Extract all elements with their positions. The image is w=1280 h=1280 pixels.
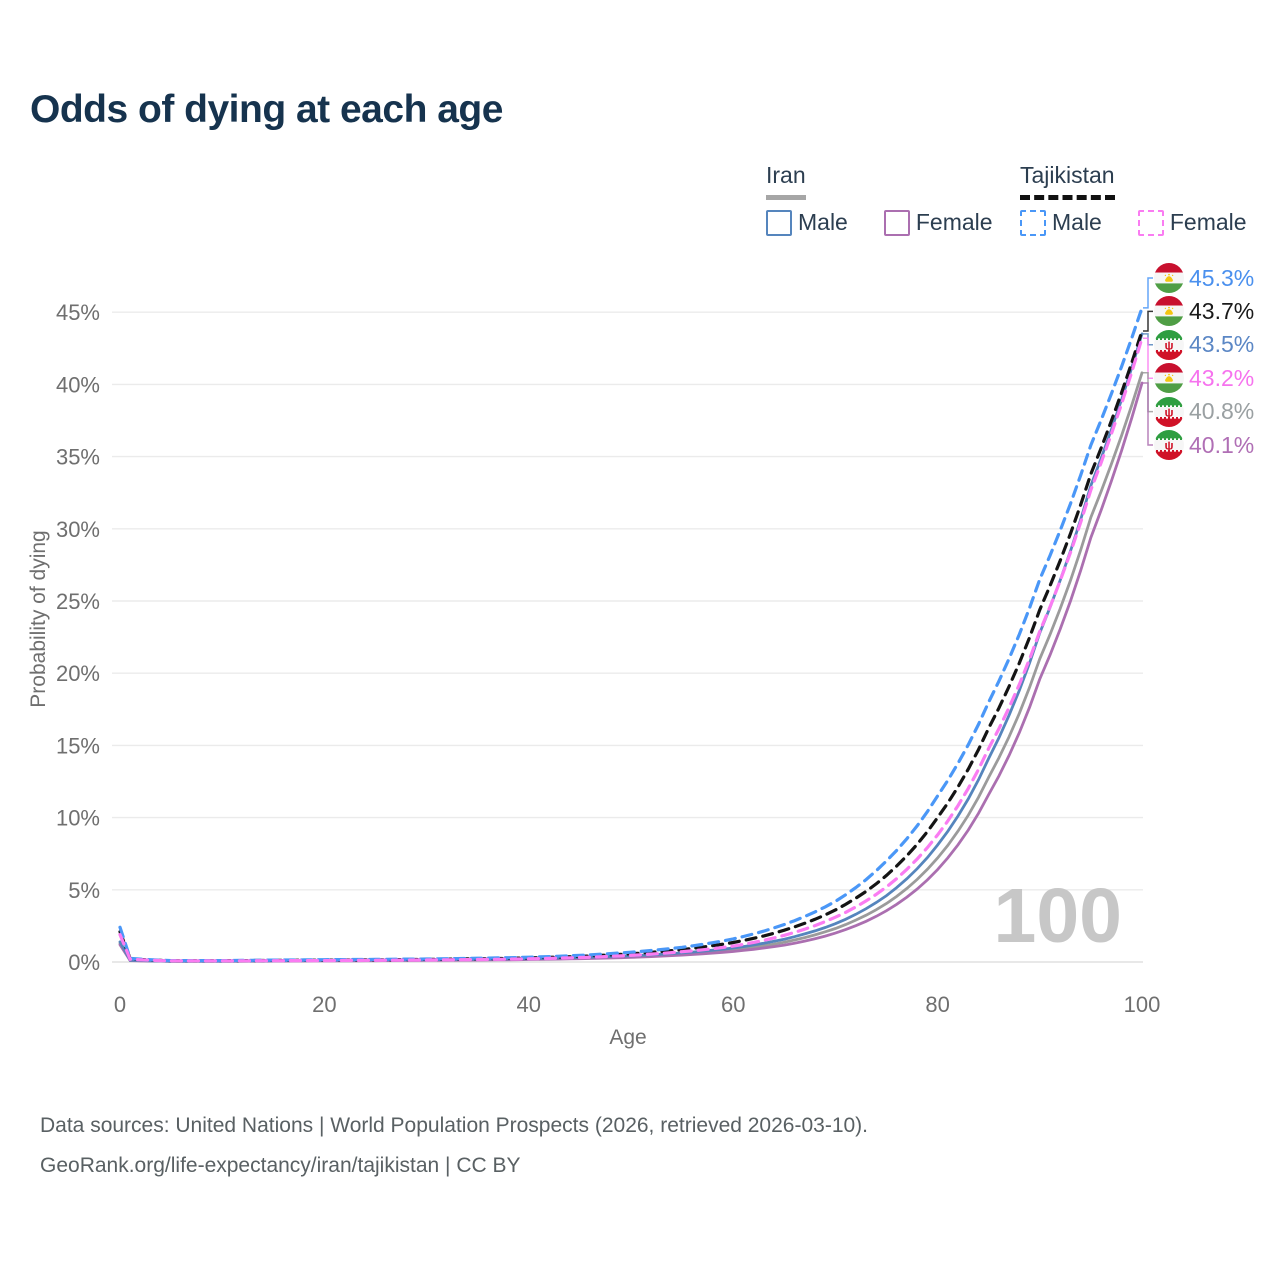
y-tick-label: 45% [56,300,100,325]
y-tick-label: 15% [56,733,100,758]
x-tick-label: 80 [925,992,949,1017]
end-label-value: 43.7% [1189,297,1255,324]
flag-tajikistan-icon [1154,296,1184,327]
flag-iran-icon: ψ [1154,396,1184,427]
svg-text:ψ: ψ [1164,405,1173,419]
y-tick-label: 20% [56,661,100,686]
end-label-tajikistan-female: 43.2% [1154,363,1255,394]
legend-item-label: Female [1169,209,1247,235]
y-tick-label: 30% [56,517,100,542]
legend-item-iran-female[interactable]: Female [883,209,993,236]
end-label-connector [1143,310,1153,332]
tajikistan-male-swatch-icon [1020,209,1046,236]
series-line-iran-male [118,332,1144,963]
end-label-tajikistan-both: 43.7% [1154,296,1255,327]
x-tick-label: 60 [721,992,745,1017]
legend-item-tajikistan-female[interactable]: Female [1137,209,1247,236]
series-line-tajikistan-both [118,329,1144,963]
x-tick-label: 40 [517,992,541,1017]
legend-group-title: Iran [766,162,806,200]
age-counter-watermark: 100 [993,873,1122,959]
series-line-tajikistan-male [118,306,1144,963]
svg-text:ψ: ψ [1164,338,1173,352]
legend-group-tajikistan: Tajikistan Male Female [1020,162,1247,236]
end-label-value: 40.8% [1189,398,1255,425]
x-tick-label: 0 [114,992,126,1017]
y-tick-label: 10% [56,806,100,831]
legend-item-label: Male [798,209,848,235]
flag-tajikistan-icon [1154,363,1184,394]
legend-group-iran: Iran Male Female [766,162,993,236]
legend-item-tajikistan-male[interactable]: Male [1020,209,1102,236]
end-label-tajikistan-male: 45.3% [1154,263,1254,293]
iran-female-swatch-icon [883,209,910,236]
y-tick-label: 5% [68,878,100,903]
y-tick-label: 25% [56,589,100,614]
page-title: Odds of dying at each age [30,88,503,131]
x-tick-label: 20 [312,992,336,1017]
end-label-value: 43.2% [1189,364,1255,391]
end-label-connector [1143,337,1153,379]
end-label-value: 43.5% [1189,331,1255,358]
iran-male-swatch-icon [766,209,792,236]
y-axis-title: Probability of dying [27,530,50,708]
flag-iran-icon: ψ [1154,329,1184,360]
y-tick-label: 35% [56,445,100,470]
x-tick-label: 100 [1124,992,1161,1017]
series-line-tajikistan-female [118,336,1144,963]
flag-tajikistan-icon [1154,263,1184,293]
y-tick-label: 40% [56,372,100,397]
x-axis-title: Age [609,1026,647,1049]
end-label-connector [1143,382,1153,446]
end-label-value: 40.1% [1189,431,1255,458]
y-tick-label: 0% [68,950,100,975]
source-attribution: Data sources: United Nations | World Pop… [40,1106,868,1186]
data-source-line: Data sources: United Nations | World Pop… [40,1114,869,1137]
legend-group-title: Tajikistan [1020,162,1115,200]
end-label-iran-both: ψ 40.8% [1154,396,1255,427]
end-label-iran-female: ψ 40.1% [1154,430,1254,460]
end-label-connector [1143,277,1153,309]
svg-text:ψ: ψ [1164,438,1173,452]
end-label-value: 45.3% [1189,264,1255,291]
flag-iran-icon: ψ [1154,430,1184,460]
tajikistan-female-swatch-icon [1137,209,1164,236]
end-label-iran-male: ψ 43.5% [1154,329,1255,360]
license-line: GeoRank.org/life-expectancy/iran/tajikis… [40,1154,521,1177]
legend-item-label: Male [1052,209,1102,235]
legend-item-iran-male[interactable]: Male [766,209,848,236]
legend-item-label: Female [915,209,993,235]
